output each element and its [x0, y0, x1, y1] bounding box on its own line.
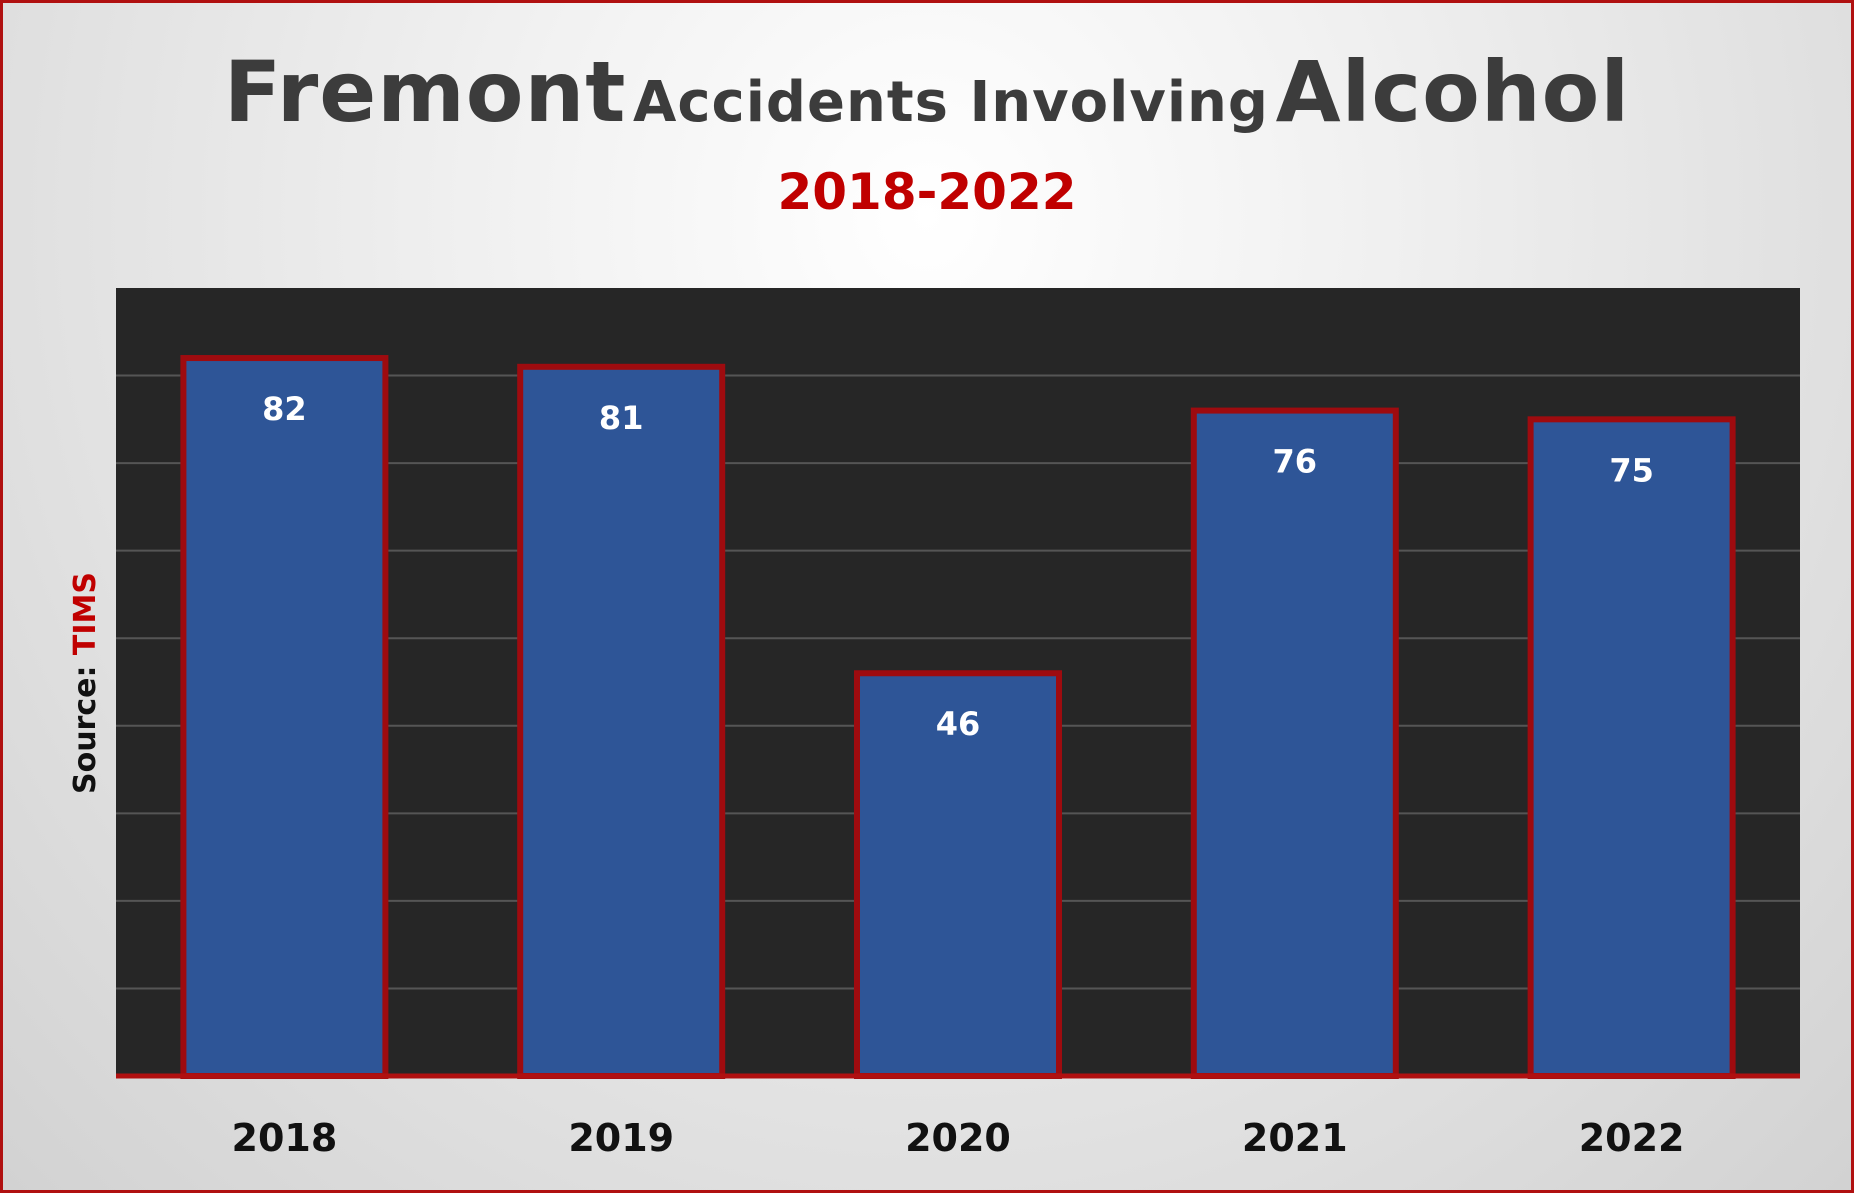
- x-tick-label: 2018: [232, 1116, 338, 1160]
- data-label: 75: [1609, 451, 1654, 489]
- x-tick-label: 2019: [568, 1116, 674, 1160]
- bar: [1527, 416, 1736, 1080]
- chart-title: Fremont Accidents Involving Alcohol: [3, 43, 1851, 141]
- bar: [854, 670, 1062, 1079]
- x-tick-label: 2021: [1242, 1116, 1348, 1160]
- bar-chart: 82 2018 81 2019 46 2020 76 2021 75 2022: [116, 288, 1800, 1160]
- chart-subtitle: 2018-2022: [777, 163, 1077, 221]
- data-label: 81: [599, 399, 644, 437]
- bar: [1190, 407, 1399, 1080]
- data-label: 76: [1273, 443, 1318, 481]
- x-tick-label: 2020: [905, 1116, 1011, 1160]
- title-word-fremont: Fremont: [223, 43, 627, 141]
- x-tick-label: 2022: [1579, 1116, 1685, 1160]
- title-word-alcohol: Alcohol: [1275, 43, 1631, 141]
- data-label: 46: [936, 705, 981, 743]
- data-label: 82: [262, 390, 307, 428]
- title-word-accidents-involving: Accidents Involving: [633, 70, 1269, 135]
- bar: [517, 363, 726, 1079]
- bar: [180, 355, 389, 1079]
